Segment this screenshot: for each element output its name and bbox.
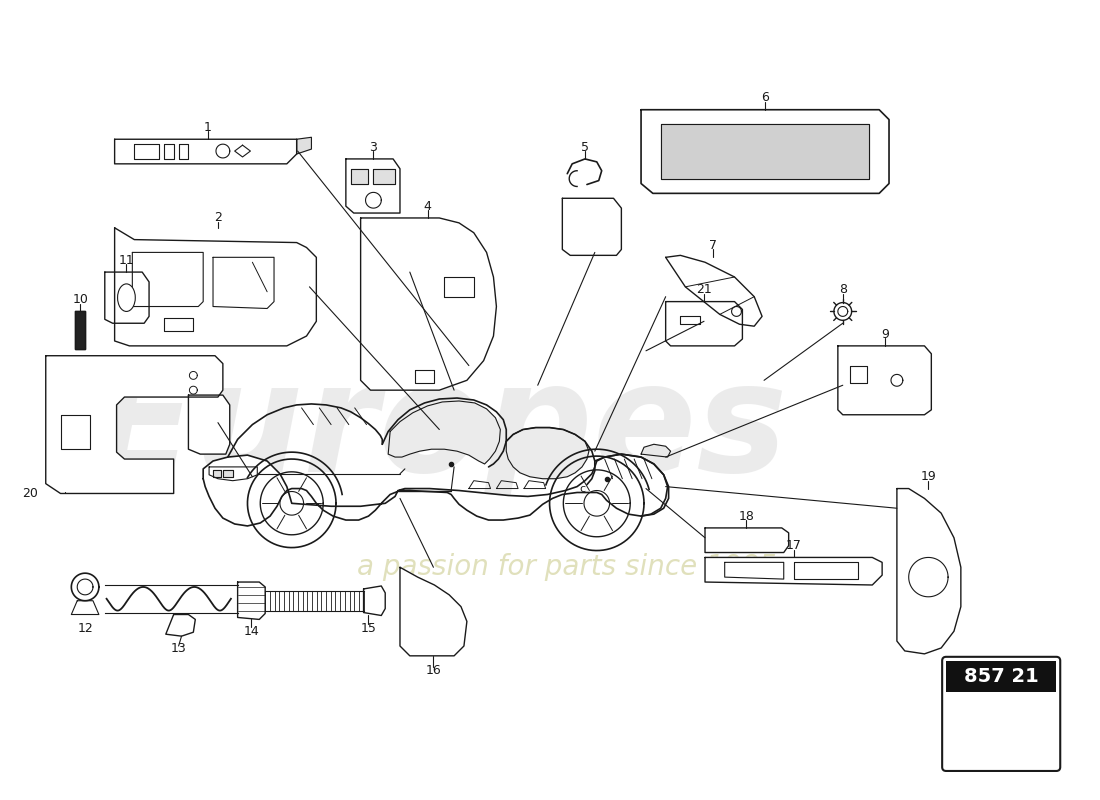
- Polygon shape: [666, 302, 743, 346]
- Polygon shape: [188, 395, 230, 454]
- FancyBboxPatch shape: [943, 657, 1060, 771]
- Text: 14: 14: [243, 625, 260, 638]
- Polygon shape: [114, 139, 297, 164]
- Polygon shape: [506, 427, 588, 478]
- Polygon shape: [661, 125, 869, 178]
- Text: 11: 11: [119, 254, 134, 266]
- Polygon shape: [361, 218, 496, 390]
- Text: 4: 4: [424, 200, 431, 213]
- Text: 857 21: 857 21: [964, 667, 1038, 686]
- Polygon shape: [46, 356, 223, 494]
- Polygon shape: [838, 346, 932, 414]
- Polygon shape: [896, 489, 961, 654]
- Polygon shape: [351, 169, 367, 183]
- Text: 5: 5: [581, 141, 589, 154]
- Polygon shape: [388, 401, 500, 464]
- Text: 15: 15: [361, 622, 376, 634]
- Polygon shape: [980, 704, 1036, 728]
- Text: 16: 16: [426, 664, 441, 677]
- Text: Europes: Europes: [90, 355, 788, 504]
- Text: c: c: [579, 483, 585, 494]
- Text: 3: 3: [370, 141, 377, 154]
- Text: 19: 19: [921, 470, 936, 483]
- Polygon shape: [400, 567, 466, 656]
- Polygon shape: [705, 558, 882, 585]
- Polygon shape: [966, 720, 1036, 751]
- Polygon shape: [641, 444, 671, 457]
- Polygon shape: [114, 228, 317, 346]
- Text: 9: 9: [881, 327, 889, 341]
- Polygon shape: [166, 614, 196, 636]
- Polygon shape: [223, 470, 233, 477]
- Text: 12: 12: [77, 622, 94, 634]
- Polygon shape: [666, 255, 762, 326]
- Polygon shape: [204, 454, 669, 526]
- Polygon shape: [75, 311, 85, 349]
- Polygon shape: [345, 159, 400, 213]
- Polygon shape: [104, 272, 150, 323]
- Polygon shape: [364, 586, 385, 615]
- Text: 7: 7: [708, 239, 717, 252]
- Text: 13: 13: [170, 642, 187, 655]
- Text: 1: 1: [205, 121, 212, 134]
- Bar: [946, 661, 1056, 692]
- Text: a passion for parts since 1985: a passion for parts since 1985: [358, 554, 777, 582]
- Ellipse shape: [118, 284, 135, 311]
- Text: 21: 21: [696, 283, 712, 296]
- Polygon shape: [213, 470, 221, 477]
- Text: 10: 10: [73, 293, 88, 306]
- Polygon shape: [373, 169, 395, 183]
- Polygon shape: [297, 138, 311, 154]
- Text: 17: 17: [785, 539, 802, 552]
- Polygon shape: [641, 110, 889, 194]
- Polygon shape: [238, 582, 265, 619]
- Text: 2: 2: [214, 211, 222, 225]
- Text: 18: 18: [738, 510, 755, 522]
- Text: 6: 6: [761, 91, 769, 105]
- Text: 20: 20: [22, 487, 37, 500]
- Text: 8: 8: [839, 283, 847, 296]
- Polygon shape: [705, 528, 789, 553]
- Polygon shape: [562, 198, 622, 255]
